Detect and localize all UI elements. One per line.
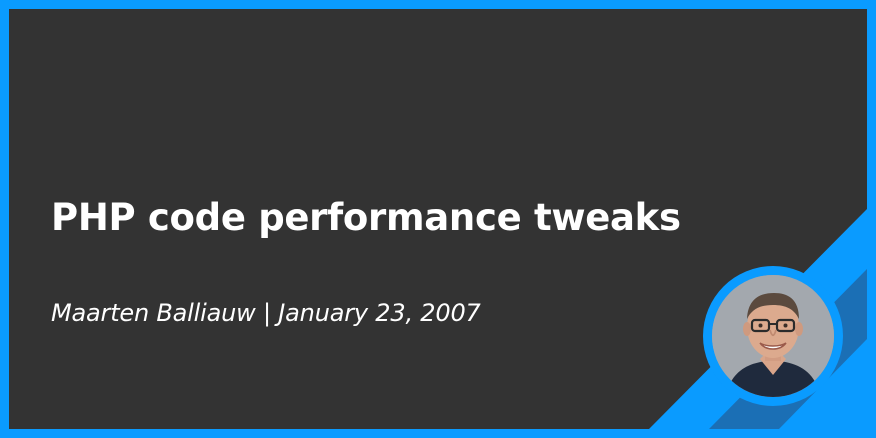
- author-name: Maarten Balliauw: [51, 299, 256, 327]
- byline-separator: |: [262, 299, 271, 327]
- post-date: January 23, 2007: [278, 299, 481, 327]
- post-byline: Maarten Balliauw | January 23, 2007: [51, 296, 481, 330]
- avatar: [712, 275, 834, 397]
- avatar-ring: [703, 266, 843, 406]
- post-title: PHP code performance tweaks: [51, 196, 681, 239]
- author-portrait-icon: [712, 275, 834, 397]
